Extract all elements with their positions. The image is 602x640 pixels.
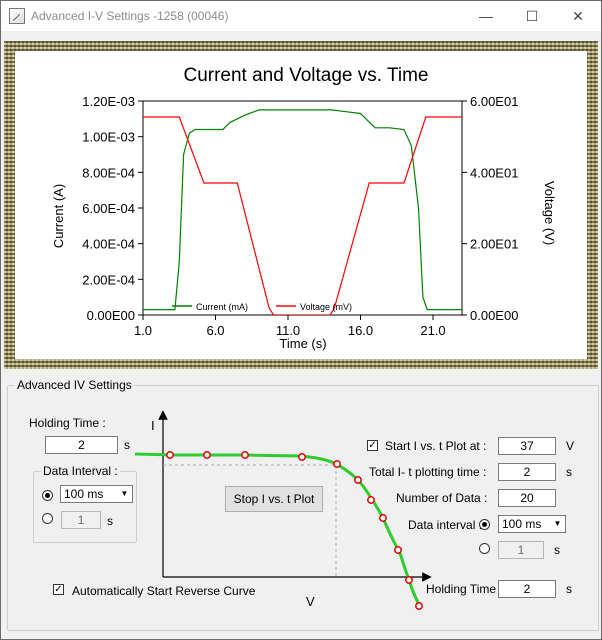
maximize-button[interactable]: ☐ bbox=[525, 7, 539, 24]
y-axis-label: Current (A) bbox=[51, 184, 66, 248]
series-line-voltage bbox=[143, 116, 462, 315]
total-time-unit: s bbox=[566, 465, 572, 479]
x-tick-label: 16.0 bbox=[348, 323, 373, 338]
x-tick-label: 1.0 bbox=[134, 323, 152, 338]
iv-point bbox=[394, 546, 402, 554]
holding-time2-unit: s bbox=[566, 582, 572, 596]
chart-title: Current and Voltage vs. Time bbox=[183, 65, 428, 86]
interval-select-value: 100 ms bbox=[64, 487, 104, 501]
interval-custom-field[interactable]: 1 bbox=[61, 511, 101, 529]
series-line-current bbox=[143, 109, 462, 311]
chevron-down-icon[interactable]: ▼ bbox=[120, 489, 129, 498]
minimize-button[interactable]: — bbox=[479, 8, 493, 24]
holding-time-unit: s bbox=[124, 438, 130, 452]
y2-tick-label: 4.00E01 bbox=[470, 165, 518, 180]
legend-current-label: Current (mA) bbox=[196, 302, 248, 312]
iv-point bbox=[333, 460, 341, 468]
x-axis-label: Time (s) bbox=[279, 336, 326, 351]
iv-time-chart: Current and Voltage vs. Time Time (s) Cu… bbox=[51, 65, 557, 351]
plot-panel: Current and Voltage vs. Time Time (s) Cu… bbox=[15, 51, 587, 359]
iv-point bbox=[298, 453, 306, 461]
diagram-v-label: V bbox=[306, 594, 315, 609]
y-tick-label: 4.00E-04 bbox=[82, 237, 135, 252]
iv-point bbox=[415, 602, 423, 610]
holding-time-field[interactable]: 2 bbox=[45, 436, 118, 454]
diagram-i-label: I bbox=[151, 418, 155, 433]
start-plot-label: Start I vs. t Plot at : bbox=[385, 439, 487, 453]
title-bar: Advanced I-V Settings -1258 (00046) — ☐ … bbox=[1, 1, 601, 31]
y-tick-label: 0.00E00 bbox=[87, 308, 135, 323]
auto-reverse-checkbox[interactable]: ✓ bbox=[53, 584, 64, 595]
interval-preset-radio[interactable] bbox=[42, 490, 53, 501]
y2-axis-label: Voltage (V) bbox=[542, 181, 557, 245]
total-time-field[interactable]: 2 bbox=[498, 463, 556, 481]
chevron-down-icon[interactable]: ▼ bbox=[553, 519, 562, 528]
holding-time2-field[interactable]: 2 bbox=[498, 580, 556, 598]
y-tick-label: 6.00E-04 bbox=[82, 201, 135, 216]
advanced-iv-settings-group bbox=[7, 385, 599, 631]
iv-point bbox=[379, 514, 387, 522]
start-plot-checkbox[interactable]: ✓ bbox=[367, 440, 378, 451]
iv-point bbox=[405, 576, 413, 584]
start-plot-field[interactable]: 37 bbox=[498, 437, 556, 455]
right-interval-select[interactable]: 100 ms ▼ bbox=[498, 515, 566, 533]
plot-frame: Current and Voltage vs. Time Time (s) Cu… bbox=[4, 41, 598, 369]
x-tick-label: 6.0 bbox=[206, 323, 224, 338]
holding-time2-label: Holding Time bbox=[426, 582, 497, 596]
iv-point bbox=[241, 451, 249, 459]
legend-voltage-label: Voltage (mV) bbox=[300, 302, 352, 312]
data-interval-group-label: Data Interval : bbox=[41, 464, 120, 478]
right-interval-preset-radio[interactable] bbox=[479, 519, 490, 530]
y2-tick-label: 2.00E01 bbox=[470, 237, 518, 252]
window-title: Advanced I-V Settings -1258 (00046) bbox=[31, 9, 229, 23]
y-tick-label: 8.00E-04 bbox=[82, 165, 135, 180]
close-button[interactable]: ✕ bbox=[572, 7, 584, 24]
number-of-data-label: Number of Data : bbox=[396, 491, 488, 505]
y-tick-label: 2.00E-04 bbox=[82, 272, 135, 287]
y2-tick-label: 6.00E01 bbox=[470, 94, 518, 109]
right-interval-custom-unit: s bbox=[554, 543, 560, 557]
app-icon bbox=[9, 8, 25, 24]
right-interval-custom-field[interactable]: 1 bbox=[498, 541, 544, 559]
auto-reverse-label: Automatically Start Reverse Curve bbox=[72, 584, 256, 598]
start-plot-unit: V bbox=[566, 439, 575, 453]
x-tick-label: 21.0 bbox=[420, 323, 445, 338]
x-tick-label: 11.0 bbox=[276, 323, 300, 338]
right-interval-custom-radio[interactable] bbox=[479, 543, 490, 554]
y-tick-label: 1.00E-03 bbox=[82, 130, 135, 145]
total-time-label: Total I- t plotting time : bbox=[369, 465, 487, 479]
iv-curve-diagram bbox=[135, 410, 432, 610]
data-interval-label: Data interval : bbox=[408, 518, 483, 532]
y2-tick-label: 0.00E00 bbox=[470, 308, 518, 323]
interval-select[interactable]: 100 ms ▼ bbox=[60, 485, 133, 503]
iv-point bbox=[166, 451, 174, 459]
advanced-iv-settings: Advanced IV Settings Holding Time : 2 s … bbox=[5, 377, 599, 631]
iv-point bbox=[203, 451, 211, 459]
iv-point bbox=[354, 476, 362, 484]
data-interval-group bbox=[33, 471, 137, 543]
iv-curve-points bbox=[166, 451, 423, 610]
plot-area bbox=[142, 100, 463, 316]
stop-iv-plot-button[interactable]: Stop I vs. t Plot bbox=[225, 486, 323, 512]
holding-time-label: Holding Time : bbox=[29, 416, 106, 430]
advanced-iv-settings-label: Advanced IV Settings bbox=[15, 378, 134, 392]
iv-point bbox=[367, 496, 375, 504]
interval-custom-unit: s bbox=[107, 514, 113, 528]
right-interval-select-value: 100 ms bbox=[502, 517, 542, 531]
number-of-data-field[interactable]: 20 bbox=[498, 489, 556, 507]
interval-custom-radio[interactable] bbox=[42, 513, 53, 524]
y-tick-label: 1.20E-03 bbox=[82, 94, 135, 109]
